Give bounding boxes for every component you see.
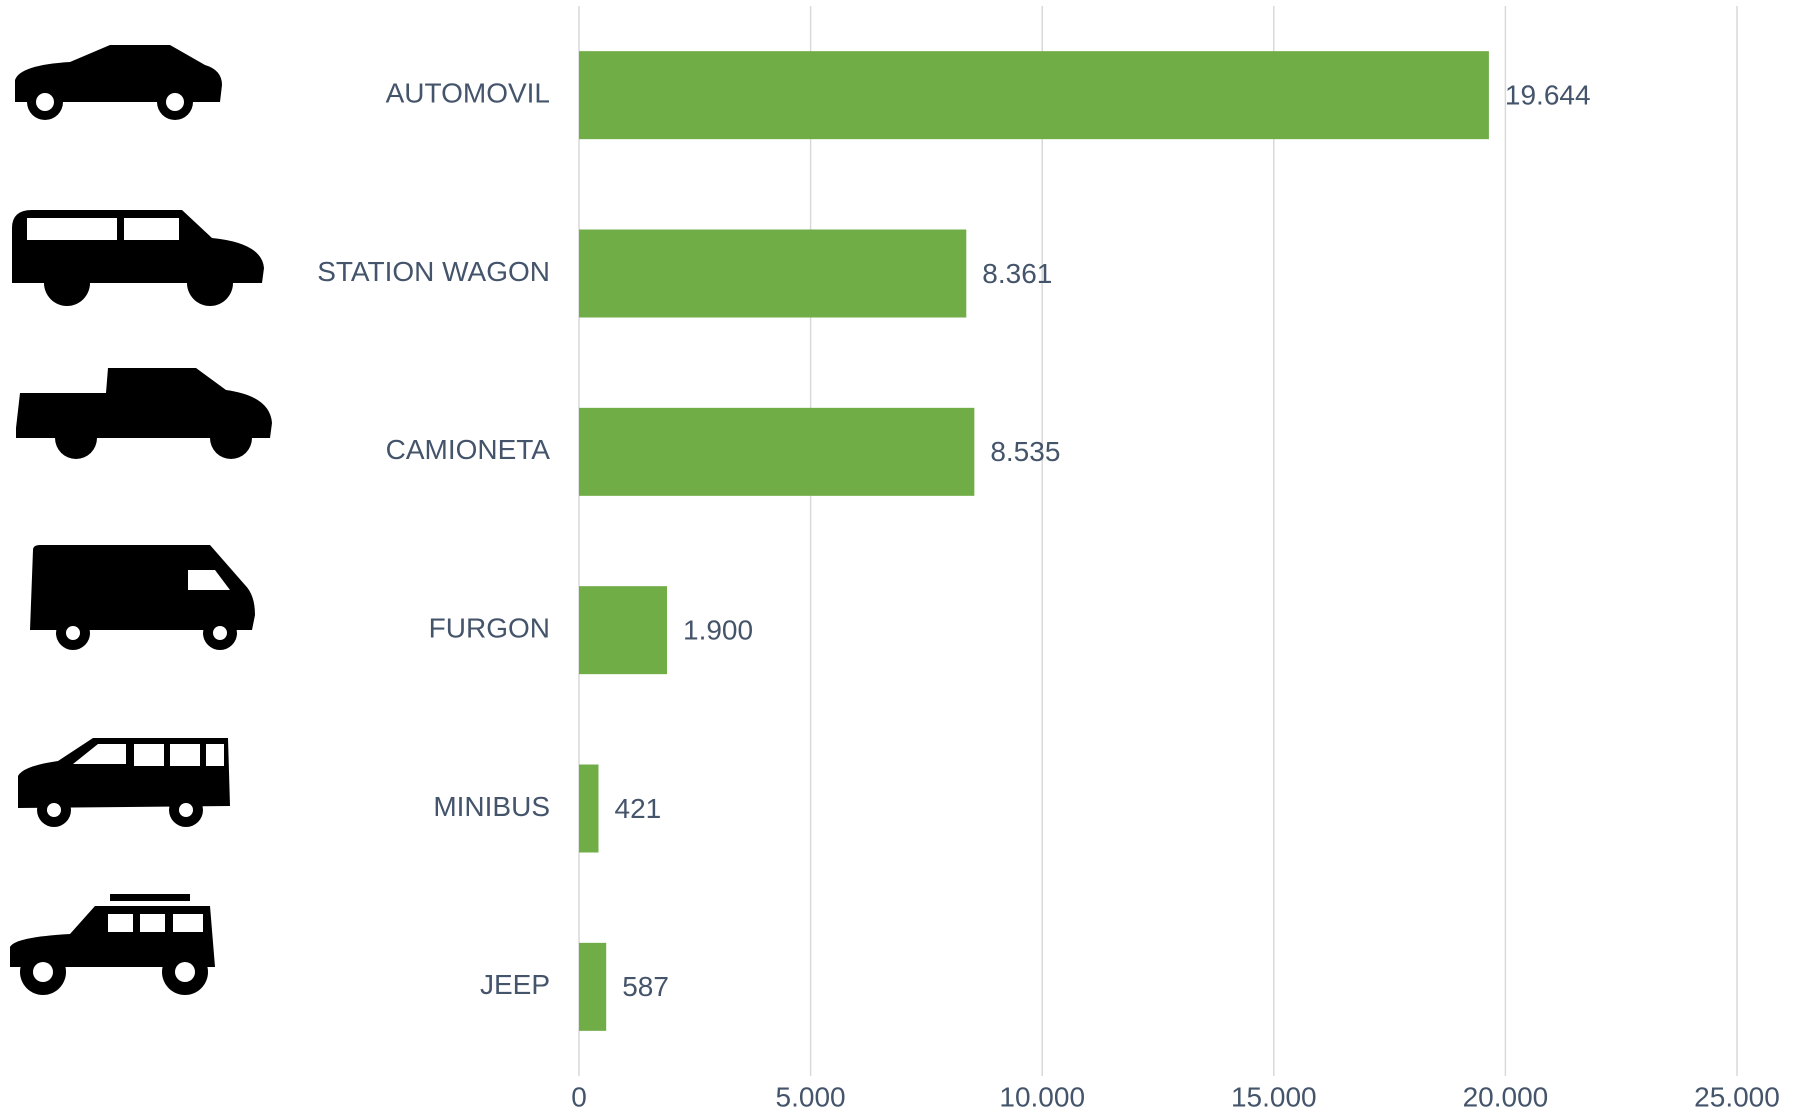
bar — [579, 407, 975, 496]
x-tick-label: 25.000 — [1694, 1081, 1780, 1112]
bar — [579, 764, 599, 853]
car-icon — [15, 45, 222, 120]
category-label: JEEP — [480, 969, 550, 1000]
jeep-icon — [10, 894, 215, 995]
bar — [579, 942, 607, 1031]
bar — [579, 51, 1489, 140]
data-label: 8.535 — [990, 436, 1060, 467]
vehicle-icons — [10, 45, 272, 995]
data-label: 1.900 — [683, 615, 753, 646]
station-wagon-icon — [12, 210, 264, 306]
minibus-icon — [18, 738, 230, 827]
data-label: 421 — [615, 793, 662, 824]
category-label: AUTOMOVIL — [386, 78, 550, 109]
x-tick-label: 20.000 — [1463, 1081, 1549, 1112]
category-label: CAMIONETA — [386, 434, 551, 465]
data-label: 8.361 — [982, 258, 1052, 289]
category-label: MINIBUS — [433, 791, 550, 822]
x-tick-label: 5.000 — [776, 1081, 846, 1112]
data-label: 587 — [622, 971, 669, 1002]
x-tick-label: 10.000 — [999, 1081, 1085, 1112]
van-icon — [30, 545, 255, 650]
category-label: STATION WAGON — [317, 256, 550, 287]
x-tick-label: 15.000 — [1231, 1081, 1317, 1112]
category-label: FURGON — [429, 613, 550, 644]
pickup-icon — [16, 368, 272, 459]
x-tick-label: 0 — [571, 1081, 587, 1112]
data-label: 19.644 — [1505, 80, 1591, 111]
bar — [579, 229, 967, 318]
bar — [579, 586, 668, 675]
